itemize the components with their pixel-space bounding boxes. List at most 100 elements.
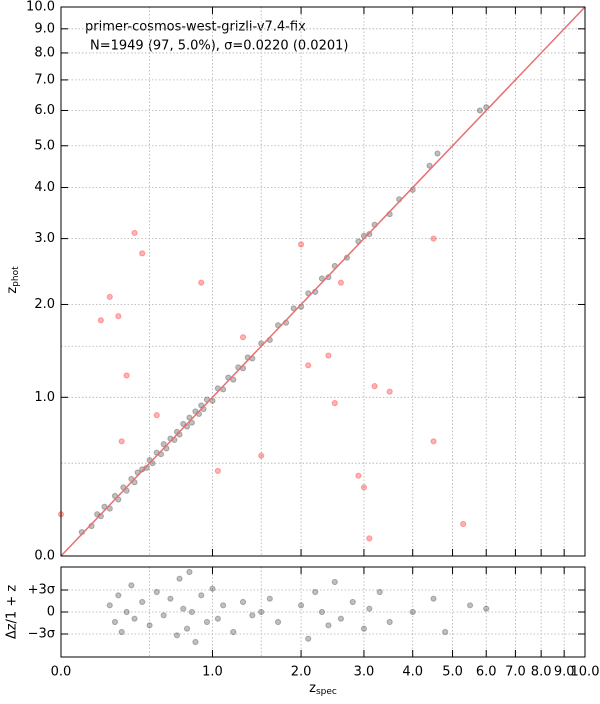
y-tick-label: 7.0 xyxy=(34,72,55,87)
point xyxy=(325,274,332,281)
x-tick-label: 10.0 xyxy=(571,665,600,680)
point xyxy=(386,388,393,395)
y-tick-label: 9.0 xyxy=(34,21,55,36)
y-tick-label: 3.0 xyxy=(34,231,55,246)
y-tick-label: 5.0 xyxy=(34,138,55,153)
point xyxy=(146,622,153,629)
point xyxy=(192,638,199,646)
point xyxy=(118,438,125,445)
y-tick-label: 6.0 xyxy=(34,103,55,118)
point xyxy=(173,632,181,639)
point xyxy=(430,235,437,242)
point xyxy=(111,618,119,626)
point xyxy=(220,602,227,609)
point xyxy=(180,420,187,428)
point xyxy=(153,412,160,419)
y-label-main: z xyxy=(5,287,20,294)
point xyxy=(343,254,351,261)
y-tick-label: 2.0 xyxy=(34,297,55,312)
x-tick-label: 0.0 xyxy=(51,665,72,680)
y-tick-label: 0 xyxy=(47,605,55,620)
point xyxy=(239,334,247,341)
point xyxy=(180,605,187,612)
plot-frame xyxy=(60,6,586,557)
point xyxy=(426,162,433,169)
point xyxy=(371,383,378,390)
y-label: Δz/1 + z xyxy=(5,585,20,640)
point xyxy=(139,250,146,257)
point xyxy=(434,150,441,157)
y-axis-label: zphot xyxy=(5,266,21,294)
point xyxy=(118,628,125,636)
point xyxy=(203,618,211,626)
point xyxy=(123,372,130,379)
point xyxy=(318,608,326,616)
point xyxy=(331,578,338,586)
x-tick-label: 5.0 xyxy=(442,665,463,680)
x-tick-label: 6.0 xyxy=(476,665,497,680)
point xyxy=(305,362,312,369)
point xyxy=(128,582,135,589)
point xyxy=(266,595,273,602)
point xyxy=(160,612,167,619)
y-axis-label: Δz/1 + z xyxy=(5,585,20,640)
x-tick-label: 3.0 xyxy=(354,665,375,680)
point xyxy=(325,352,332,359)
x-label: zspec xyxy=(309,681,337,697)
point xyxy=(360,625,368,632)
point xyxy=(318,275,326,282)
point xyxy=(442,628,449,636)
point xyxy=(466,602,474,609)
point xyxy=(460,520,467,528)
x-tick-label: 4.0 xyxy=(402,665,423,680)
point xyxy=(97,317,104,324)
plot-frame xyxy=(60,566,586,658)
point xyxy=(230,376,237,383)
point xyxy=(188,608,195,616)
point xyxy=(386,618,393,626)
x-tick-label: 8.0 xyxy=(531,665,552,680)
point xyxy=(312,588,319,596)
point xyxy=(355,472,362,479)
point xyxy=(160,441,167,448)
point xyxy=(297,241,305,248)
point xyxy=(297,602,305,609)
y-tick-label: 10.0 xyxy=(26,0,55,15)
y-tick-label: 8.0 xyxy=(34,45,55,60)
point xyxy=(139,598,146,606)
point xyxy=(131,229,138,237)
point xyxy=(249,612,256,619)
point xyxy=(274,618,282,626)
x-tick-label: 9.0 xyxy=(554,665,575,680)
point xyxy=(290,305,297,312)
point xyxy=(239,598,247,606)
point xyxy=(337,279,345,286)
y-tick-label: +3σ xyxy=(28,583,55,598)
point xyxy=(349,598,356,606)
point xyxy=(476,107,483,114)
y-tick-label: −3σ xyxy=(28,627,55,642)
point xyxy=(183,625,191,632)
y-tick-label: 1.0 xyxy=(34,390,55,405)
y-tick-label: 0.0 xyxy=(34,549,55,564)
point xyxy=(305,635,312,642)
point xyxy=(106,293,113,301)
point xyxy=(430,595,437,602)
point xyxy=(258,452,265,459)
point xyxy=(131,615,138,622)
x-tick-label: 7.0 xyxy=(505,665,526,680)
point xyxy=(483,605,490,612)
point xyxy=(176,575,183,582)
y-tick-label: 4.0 xyxy=(34,180,55,195)
point xyxy=(167,595,174,602)
point xyxy=(153,588,160,596)
y-label: zphot xyxy=(5,266,21,294)
one-to-one-line xyxy=(60,6,586,557)
point xyxy=(360,484,368,491)
point xyxy=(366,605,373,612)
point xyxy=(186,568,193,576)
point xyxy=(366,535,373,542)
point xyxy=(106,602,113,609)
point xyxy=(214,615,221,622)
